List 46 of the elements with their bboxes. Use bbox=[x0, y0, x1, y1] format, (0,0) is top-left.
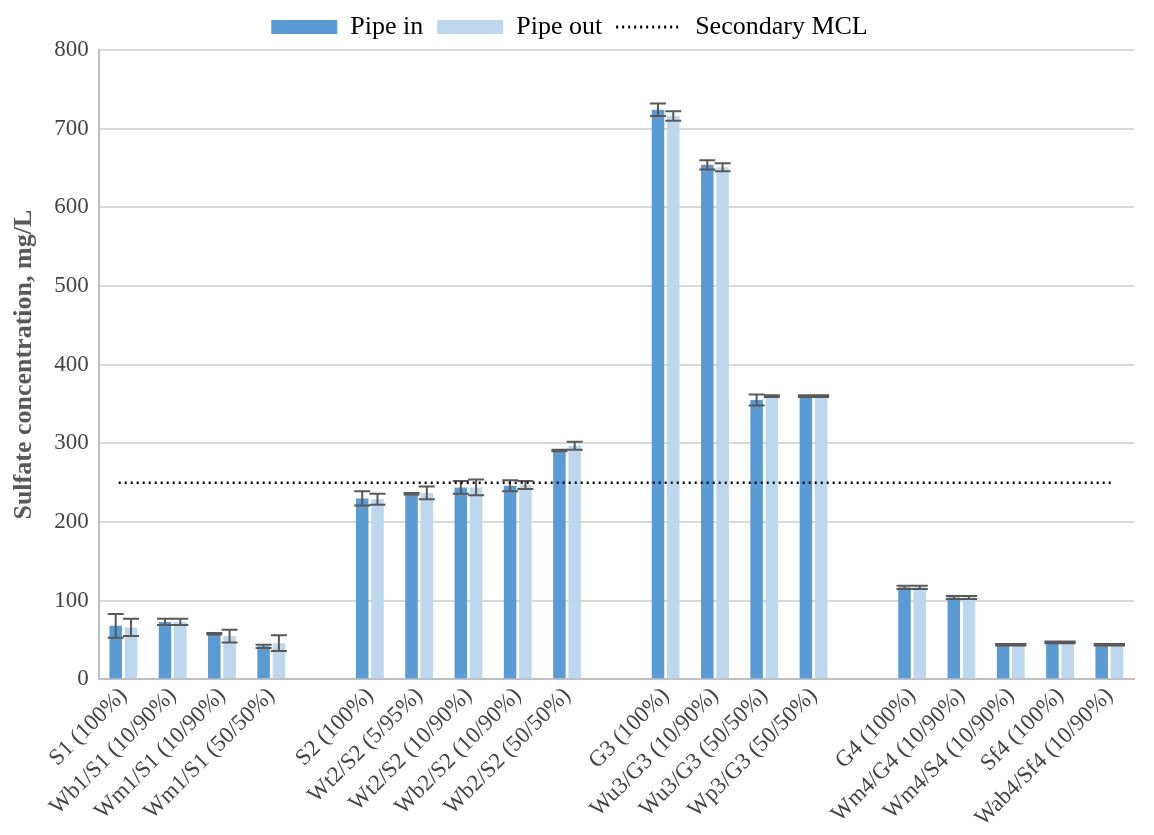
y-tick-label: 0 bbox=[77, 665, 89, 691]
bar bbox=[355, 498, 369, 679]
bar bbox=[519, 485, 532, 679]
bar bbox=[257, 646, 270, 679]
bar bbox=[454, 487, 468, 679]
legend-label: Secondary MCL bbox=[695, 10, 868, 40]
bar bbox=[701, 164, 714, 679]
bar bbox=[1012, 644, 1025, 679]
bar bbox=[420, 492, 434, 679]
bar bbox=[667, 116, 680, 679]
legend-label: Pipe out bbox=[516, 10, 603, 40]
bar bbox=[898, 587, 911, 679]
bar bbox=[913, 587, 927, 679]
bar bbox=[750, 400, 763, 679]
bar bbox=[1061, 642, 1074, 679]
y-tick-label: 200 bbox=[54, 508, 89, 534]
bar bbox=[947, 597, 961, 679]
bar bbox=[371, 499, 384, 679]
bar bbox=[1095, 644, 1108, 679]
bar bbox=[109, 625, 122, 679]
bar bbox=[503, 485, 517, 679]
bar bbox=[962, 597, 976, 679]
bar bbox=[124, 627, 138, 679]
bar bbox=[469, 487, 483, 679]
bar bbox=[405, 493, 418, 679]
bar bbox=[814, 396, 828, 679]
bar bbox=[765, 396, 779, 679]
legend-label: Pipe in bbox=[350, 10, 424, 40]
y-axis-title: Sulfate concentration, mg/L bbox=[8, 209, 38, 520]
y-tick-label: 700 bbox=[54, 114, 89, 140]
bar bbox=[553, 450, 566, 679]
bar bbox=[158, 621, 172, 679]
y-tick-label: 800 bbox=[54, 36, 89, 62]
y-tick-label: 300 bbox=[54, 429, 89, 455]
y-tick-label: 100 bbox=[54, 586, 89, 612]
bar bbox=[208, 633, 221, 679]
bar bbox=[223, 636, 236, 679]
bar bbox=[799, 396, 813, 679]
bar bbox=[568, 445, 581, 679]
bar bbox=[1046, 642, 1059, 679]
y-tick-label: 600 bbox=[54, 193, 89, 219]
bar bbox=[716, 167, 729, 679]
bar bbox=[174, 621, 187, 679]
bar bbox=[651, 109, 665, 679]
y-tick-label: 500 bbox=[54, 272, 89, 298]
y-tick-label: 400 bbox=[54, 350, 89, 376]
